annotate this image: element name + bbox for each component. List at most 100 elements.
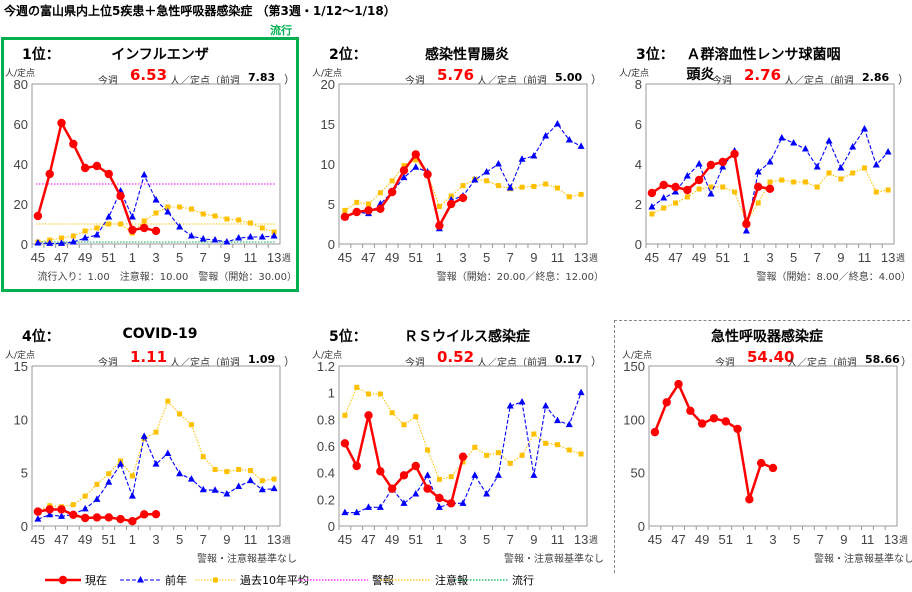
data-point	[411, 150, 420, 159]
data-point	[177, 411, 183, 417]
data-point	[884, 148, 892, 155]
disease-panel-1: 1位： インフルエンザ 人/定点 今週 6.53 人／定点（前週 7.83 ） 流行入り：1.0…	[0, 0, 305, 283]
x-tick-label: 45	[338, 250, 352, 265]
data-point	[188, 206, 194, 212]
data-point	[352, 207, 361, 217]
data-point	[366, 391, 372, 397]
data-point	[128, 517, 137, 526]
data-point	[412, 163, 420, 170]
series-line	[343, 415, 465, 506]
data-point	[661, 205, 667, 211]
legend-label-epidemic: 流行	[512, 574, 534, 587]
data-point	[400, 499, 408, 506]
x-tick-label: 13	[267, 250, 281, 265]
data-point	[495, 450, 501, 456]
data-point	[116, 191, 125, 201]
threshold-footnote: 警報・注意報基準なし	[197, 554, 297, 565]
data-point	[69, 510, 78, 519]
data-point	[495, 183, 501, 189]
line-chart: 00.20.40.60.811.245 47 49 51 1 3 5 7 9 11 13 週	[317, 359, 598, 547]
data-point	[719, 163, 727, 170]
data-point	[660, 194, 668, 201]
data-point	[553, 120, 561, 127]
x-tick-label: 51	[409, 532, 423, 547]
this-week-label: 今週	[715, 358, 735, 369]
data-point	[377, 190, 383, 196]
series-previous_year	[341, 388, 585, 516]
data-point	[376, 503, 384, 510]
data-point	[753, 182, 763, 191]
previous-week-value: 58.66	[865, 353, 900, 366]
legend-marker	[137, 576, 144, 583]
y-tick-label: 8	[635, 77, 642, 92]
data-point	[270, 232, 278, 239]
data-point	[458, 452, 468, 461]
data-point	[649, 211, 655, 217]
data-point	[448, 193, 454, 199]
data-point	[128, 492, 136, 499]
data-point	[530, 471, 538, 478]
series-current	[650, 379, 778, 504]
x-tick-label: 45	[338, 532, 352, 547]
legend-swatch-previous_year	[120, 576, 161, 583]
data-point	[850, 170, 856, 176]
disease-panel-2: 2位： 感染性胃腸炎 人/定点 今週 5.76 人／定点（前週 5.00 ） 警報（開始：20.…	[307, 0, 612, 283]
data-point	[364, 206, 373, 215]
series-avg10	[35, 398, 277, 514]
data-point	[117, 460, 125, 467]
x-tick-label: 49	[385, 250, 399, 265]
data-point	[187, 475, 195, 482]
x-tick-label: 45	[648, 532, 662, 547]
legend-label-previous_year: 前年	[165, 574, 187, 587]
data-point	[69, 139, 78, 149]
data-point	[399, 166, 409, 175]
disease-name: 急性呼吸器感染症	[711, 329, 823, 345]
data-point	[93, 495, 101, 502]
this-week-label: 今週	[98, 76, 118, 87]
series-line	[344, 159, 582, 211]
data-point	[106, 221, 112, 227]
data-point	[446, 499, 456, 508]
x-tick-label: 47	[54, 532, 68, 547]
data-point	[116, 514, 125, 524]
data-point	[542, 132, 550, 139]
data-point	[507, 460, 513, 466]
data-point	[353, 508, 361, 516]
y-tick-label: 2	[635, 197, 642, 212]
x-tick-label: 5	[483, 250, 490, 265]
data-point	[105, 213, 113, 220]
x-tick-label: 7	[817, 532, 824, 547]
threshold-footnote: 警報・注意報基準なし	[814, 554, 912, 565]
y-tick-label: 0	[638, 519, 645, 534]
y-tick-label: 20	[321, 77, 335, 92]
data-point	[176, 469, 184, 477]
data-point	[791, 179, 797, 185]
series-current	[33, 505, 161, 526]
x-tick-label: 13	[884, 532, 898, 547]
data-point	[720, 184, 726, 190]
data-point	[696, 186, 702, 192]
this-week-label: 今週	[405, 76, 425, 87]
x-tick-label: 47	[671, 532, 685, 547]
data-point	[566, 447, 572, 453]
series-line	[37, 206, 275, 243]
data-point	[92, 513, 102, 522]
rank-label: 3位：	[636, 47, 674, 63]
y-tick-label: 150	[623, 359, 645, 374]
data-point	[518, 155, 526, 162]
data-point	[577, 142, 585, 149]
data-point	[387, 484, 397, 493]
data-point	[436, 203, 442, 209]
data-point	[105, 478, 113, 485]
x-tick-label: 13	[574, 532, 588, 547]
x-tick-label: 13	[267, 532, 281, 547]
series-line	[344, 392, 582, 514]
data-point	[543, 181, 549, 187]
x-tick-label: 9	[530, 532, 537, 547]
data-point	[732, 189, 738, 195]
this-week-value: 6.53	[130, 66, 168, 84]
data-point	[70, 233, 76, 239]
series-current	[647, 149, 775, 229]
data-point	[671, 182, 680, 192]
